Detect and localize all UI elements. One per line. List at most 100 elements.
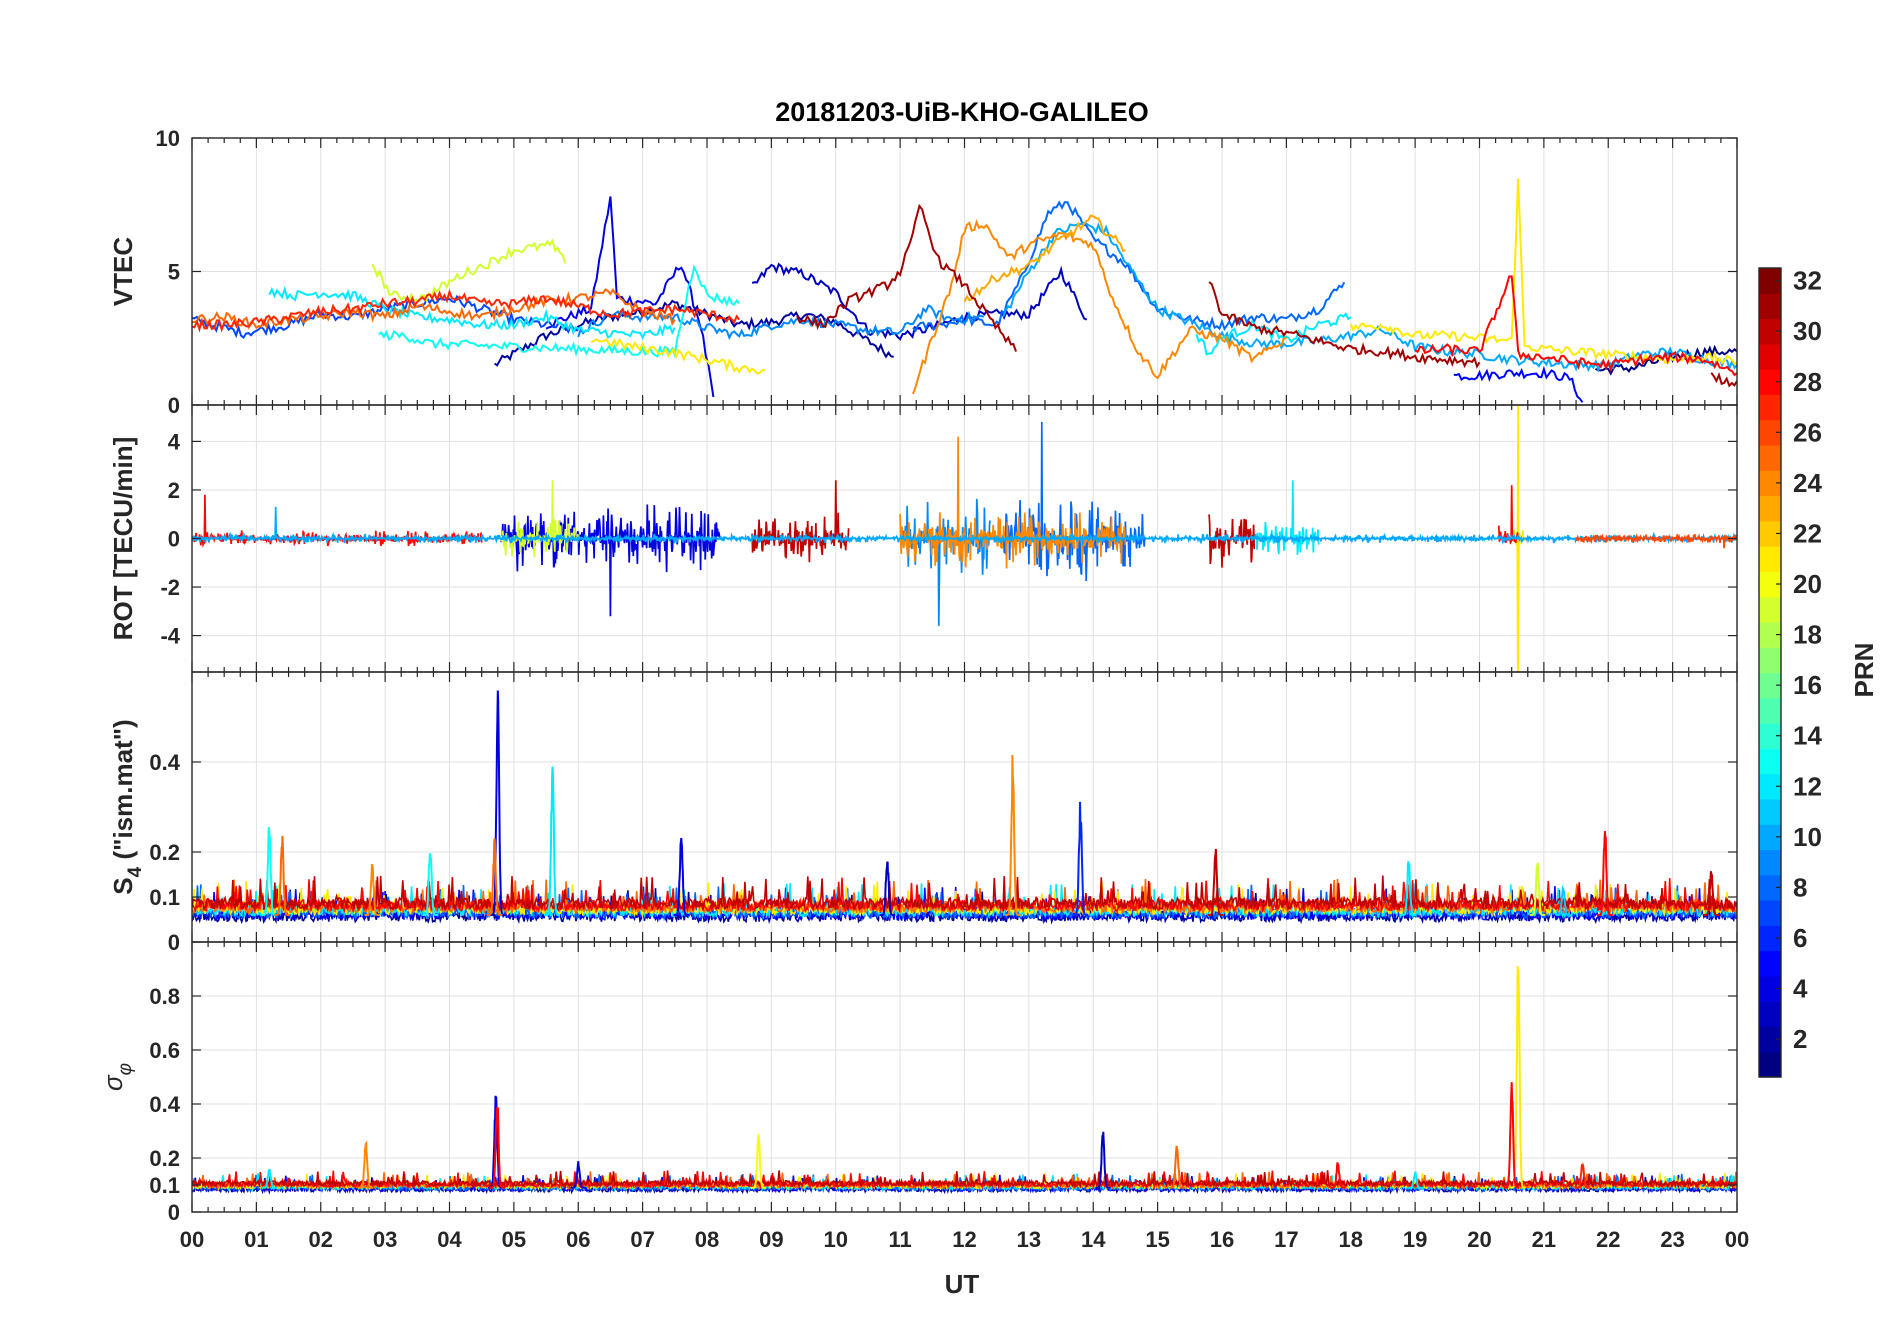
colorbar-band [1759,748,1781,775]
x-tick-label: 14 [1081,1227,1106,1252]
s4-peak-prn-6 [1072,801,1089,916]
colorbar-tick-label: 10 [1793,822,1822,852]
colorbar-band [1759,1051,1781,1078]
vtec-series-prn-12 [1195,312,1352,356]
x-tick-label: 10 [824,1227,848,1252]
vtec-series-prn-31 [796,203,1017,352]
panel-vtec: 0 5 10 VTEC [108,126,1738,418]
colorbar-tick-label: 22 [1793,518,1822,548]
sigma-ylabel-sub: φ [115,1063,136,1075]
s4-y-tick-label: 0.1 [149,885,180,910]
colorbar-tick-label: 28 [1793,367,1822,397]
x-axis-label: UT [945,1269,980,1299]
sigma-y-tick-label: 0.6 [149,1038,180,1063]
x-tick-label: 11 [888,1227,911,1252]
colorbar-tick-label: 20 [1793,569,1822,599]
colorbar-tick-label: 12 [1793,771,1822,801]
rot-series-prn-30 [751,480,850,563]
x-tick-label: 06 [566,1227,590,1252]
rot-series-prn-9 [899,498,992,626]
x-tick-label: 20 [1467,1227,1491,1252]
x-tick-labels: 00 01 02 03 04 05 06 07 08 09 10 11 12 13 14 15 16 17 18 19… [180,1227,1749,1252]
x-tick-label: 02 [309,1227,333,1252]
colorbar-band [1759,773,1781,800]
s4-peak-prn-25 [274,835,290,916]
colorbar-band [1759,520,1781,547]
s4-y-tick-label: 0 [168,930,180,955]
s4-ylabel-main: S [108,877,138,894]
colorbar-band [1759,849,1781,876]
rot-series-prn-26 [1575,533,1737,549]
colorbar-band [1759,697,1781,724]
x-tick-label: 03 [373,1227,397,1252]
rot-y-tick-label: 2 [168,478,180,503]
colorbar-band [1759,293,1781,320]
vtec-series-prn-23 [963,214,1126,303]
rot-series-prn-21 [1510,405,1526,545]
sigma-peak-prn-12 [261,1168,277,1189]
vtec-y-tick-label: 10 [156,126,180,151]
vtec-series-prn-3 [751,262,1088,341]
panel-sigma: 00.10.2 0.4 0.6 0.8 σφ [98,941,1738,1225]
vtec-series-prn-21 [1349,178,1737,366]
x-tick-label: 09 [759,1227,783,1252]
s4-peak-prn-3 [879,861,895,916]
sigma-background-prn-30 [192,1170,1737,1190]
colorbar-frame [1758,267,1782,1078]
panel-rot-data [192,405,1737,672]
sigma-y-tick-label: 0.2 [149,1146,180,1171]
x-tick-label: 07 [630,1227,654,1252]
colorbar-band [1759,318,1781,345]
colorbar-tick-label: 8 [1793,872,1807,902]
sigma-peak-prn-12 [1407,1170,1423,1189]
rot-y-tick-label: -4 [160,624,180,649]
vtec-series-prn-5 [1453,365,1584,403]
panel-vtec-data [192,178,1737,403]
x-tick-label: 21 [1532,1227,1556,1252]
sigma-peak-prn-25 [1169,1145,1185,1189]
s4-peak-prn-24 [364,863,380,916]
vtec-series-prn-13 [378,264,740,359]
colorbar-tick-label: 26 [1793,417,1822,447]
vtec-y-tick-label: 5 [168,260,180,285]
colorbar-band [1759,546,1781,572]
s4-peak-prn-12 [544,766,561,916]
colorbar-tick-label: 18 [1793,620,1822,650]
sigma-ylabel-main: σ [98,1074,128,1091]
sigma-peak-prn-20 [750,1134,767,1189]
colorbar-band [1759,1026,1781,1053]
x-tick-label: 01 [244,1227,268,1252]
vtec-series-prn-28 [1414,275,1737,377]
sigma-peak-prn-4 [570,1161,586,1189]
colorbar-band [1759,824,1781,851]
vtec-series-prn-31 [1208,281,1481,369]
vtec-series-prn-21 [590,337,765,375]
vtec-series-prn-12 [268,285,676,340]
colorbar-band [1759,394,1781,421]
x-tick-label: 23 [1660,1227,1684,1252]
colorbar-band [1759,925,1781,952]
colorbar-band [1759,419,1781,446]
colorbar-band [1759,975,1781,1002]
colorbar-tick-label: 14 [1793,721,1822,751]
s4-peak-prn-13 [422,853,438,916]
colorbar-tick-label: 4 [1793,974,1808,1004]
vtec-series-prn-10 [1002,221,1737,373]
sigma-peak-prn-3 [1095,1131,1111,1189]
x-tick-label: 15 [1145,1227,1169,1252]
colorbar-band [1759,444,1781,471]
colorbar-band [1759,1001,1781,1028]
s4-peak-prn-28 [1597,831,1613,916]
sigma-y-tick-label: 0.4 [149,1092,180,1117]
colorbar-band [1759,621,1781,648]
s4-peak-prn-12 [1401,861,1417,916]
x-tick-label: 19 [1403,1227,1427,1252]
panel-rot: -4 -2 0 2 4 ROT [TECU/min] [108,404,1738,673]
s4-background-prn-28 [192,877,1737,914]
x-tick-label: 00 [180,1227,204,1252]
sigma-y-axis-label: σφ [98,1063,136,1091]
panel-s4: 00.10.20.4S4 ("ism.mat") [108,671,1738,955]
colorbar-tick-label: 16 [1793,670,1822,700]
